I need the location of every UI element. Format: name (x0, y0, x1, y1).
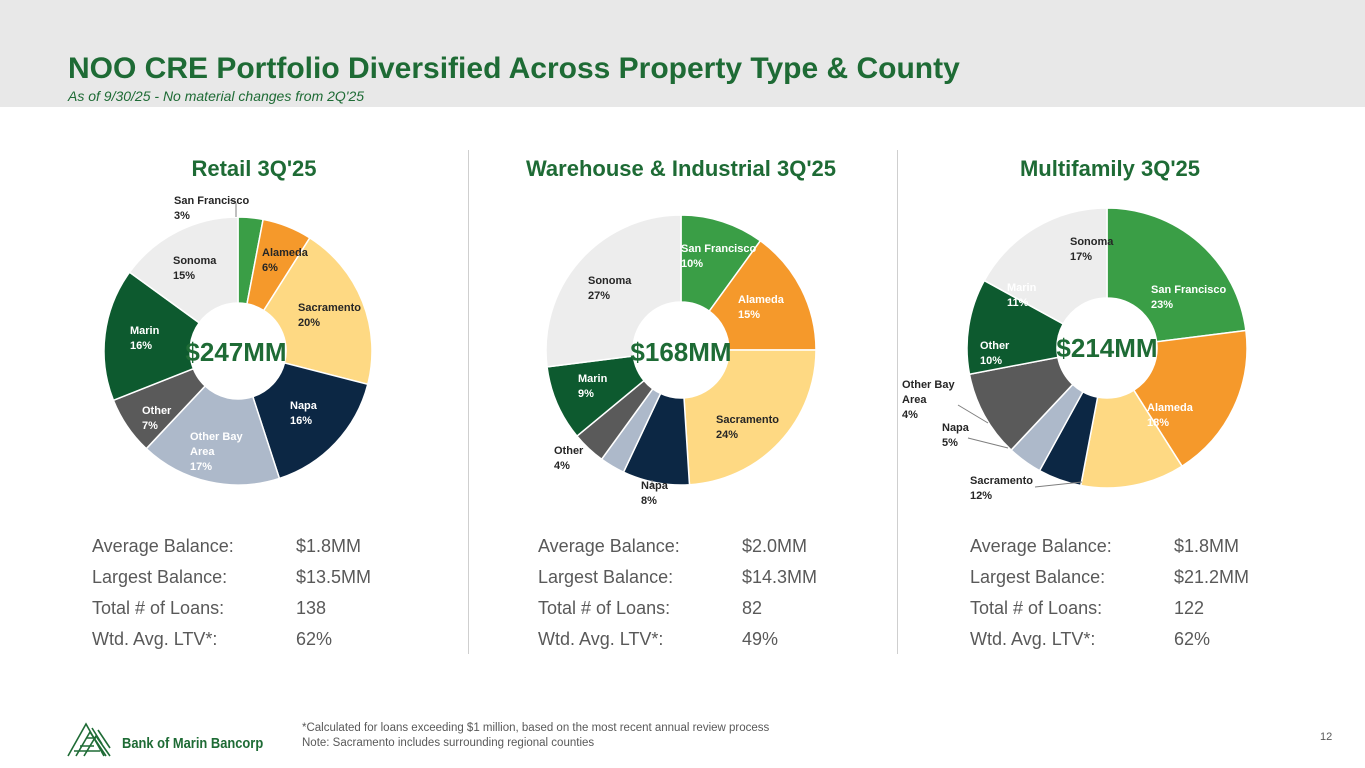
slice-label-sonoma: Sonoma 17% (1070, 236, 1114, 263)
slice-label-other: Other 10% (980, 340, 1010, 367)
divider-left (468, 150, 469, 654)
stat-label: Average Balance: (970, 536, 1112, 556)
slice-label-sonoma: Sonoma 27% (588, 275, 632, 302)
stat-value: $13.5MM (296, 567, 372, 587)
slice-san-francisco (1106, 207, 1247, 343)
slice-label-napa: Napa 8% (641, 480, 669, 507)
stat-value: 62% (1174, 629, 1211, 649)
slice-label-san-francisco: San Francisco 3% (174, 195, 249, 222)
page-subtitle: As of 9/30/25 - No material changes from… (68, 88, 365, 104)
stat-label: Total # of Loans: (538, 598, 671, 618)
slice-label-sacramento: Sacramento 24% (716, 414, 779, 441)
stat-value: $1.8MM (1174, 536, 1240, 556)
slice-label-napa: Napa 16% (290, 400, 318, 427)
stat-value: 138 (296, 598, 327, 618)
logo-text: Bank of Marin Bancorp (122, 735, 264, 752)
slice-label-sacramento: Sacramento 12% (970, 475, 1033, 502)
stat-value: 49% (742, 629, 779, 649)
slice-label-alameda: Alameda 6% (262, 247, 309, 274)
slice-label-other: Other 4% (554, 445, 584, 472)
slice-label-alameda: Alameda 18% (1147, 402, 1194, 429)
stat-value: $14.3MM (742, 567, 818, 587)
stat-label: Wtd. Avg. LTV*: (538, 629, 664, 649)
stat-value: 62% (296, 629, 333, 649)
slice-label-san-francisco: San Francisco 23% (1151, 284, 1226, 311)
slice-marin (103, 271, 201, 402)
slice-label-marin: Marin 11% (1007, 282, 1037, 309)
slice-label-other: Other 7% (142, 405, 172, 432)
slice-sacramento (683, 349, 817, 486)
slice-label-marin: Marin 16% (130, 325, 160, 352)
slice-label-napa: Napa 5% (942, 422, 970, 449)
slice-alameda (708, 239, 817, 351)
stat-value: $2.0MM (742, 536, 808, 556)
stat-label: Total # of Loans: (92, 598, 225, 618)
slice-sonoma (545, 214, 682, 368)
stat-label: Wtd. Avg. LTV*: (92, 629, 218, 649)
leader-line (229, 199, 237, 217)
chart-title-warehouse: Warehouse & Industrial 3Q'25 (525, 156, 837, 181)
slice-label-other-bay-area: Other Bay Area 17% (190, 431, 243, 473)
divider-right (897, 150, 898, 654)
center-total-label: $214MM (1056, 333, 1157, 363)
stat-label: Average Balance: (538, 536, 680, 556)
stat-label: Average Balance: (92, 536, 234, 556)
center-total-label: $247MM (185, 337, 286, 367)
slice-sonoma (983, 207, 1108, 325)
slice-label-sacramento: Sacramento 20% (298, 302, 361, 329)
stat-value: $1.8MM (296, 536, 362, 556)
stat-label: Total # of Loans: (970, 598, 1103, 618)
chart-title-retail: Retail 3Q'25 (191, 156, 317, 181)
stat-label: Largest Balance: (970, 567, 1106, 587)
page-number: 12 (1320, 731, 1333, 743)
slice-label-san-francisco: San Francisco 10% (681, 243, 756, 270)
slice-label-sonoma: Sonoma 15% (173, 255, 217, 282)
slice-alameda (1132, 329, 1248, 468)
page-title: NOO CRE Portfolio Diversified Across Pro… (68, 52, 960, 85)
stat-value: $21.2MM (1174, 567, 1250, 587)
slice-sonoma (128, 216, 239, 324)
leader-line (967, 437, 1009, 449)
chart-title-multifamily: Multifamily 3Q'25 (1019, 156, 1201, 181)
stat-value: 122 (1174, 598, 1205, 618)
stat-label: Largest Balance: (92, 567, 228, 587)
stat-value: 82 (742, 598, 763, 618)
slice-label-marin: Marin 9% (578, 373, 608, 400)
header-band (0, 0, 1365, 107)
footnote-sacramento: Note: Sacramento includes surrounding re… (302, 737, 595, 749)
leader-line (1034, 481, 1083, 488)
stat-label: Wtd. Avg. LTV*: (970, 629, 1096, 649)
slice-label-other-bay-area: Other Bay Area 4% (902, 379, 955, 421)
stat-label: Largest Balance: (538, 567, 674, 587)
leader-line (957, 404, 989, 424)
bank-logo-icon (67, 722, 111, 757)
center-total-label: $168MM (630, 337, 731, 367)
footnote: *Calculated for loans exceeding $1 milli… (302, 721, 769, 751)
slice-sacramento (262, 236, 373, 386)
slice-label-alameda: Alameda 15% (738, 294, 785, 321)
footnote-ltv: *Calculated for loans exceeding $1 milli… (302, 722, 770, 734)
slice-napa (251, 362, 369, 480)
slice-other-bay-area (145, 384, 281, 486)
